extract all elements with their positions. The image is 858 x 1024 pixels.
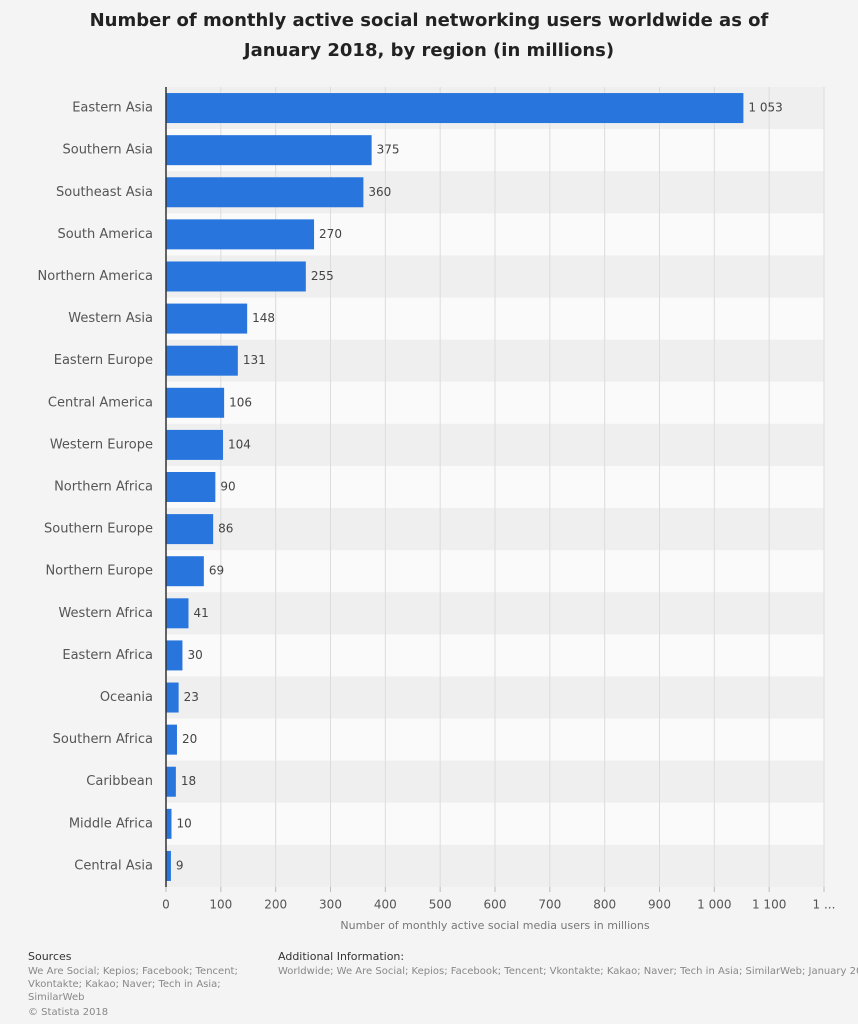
- y-tick-label: Central America: [48, 395, 153, 410]
- y-tick-label: Northern America: [38, 269, 153, 284]
- value-label: 360: [368, 185, 391, 199]
- bar: [166, 93, 744, 124]
- value-label: 23: [184, 690, 199, 704]
- x-tick-label: 900: [648, 898, 671, 912]
- sources: We Are Social; Kepios; Facebook; Tencent…: [28, 966, 238, 1003]
- value-label: 148: [252, 311, 275, 325]
- x-axis-label: Number of monthly active social media us…: [340, 919, 649, 932]
- bar: [166, 724, 177, 755]
- value-label: 106: [229, 395, 252, 409]
- x-tick-label: 400: [374, 898, 397, 912]
- y-tick-label: Eastern Asia: [72, 101, 153, 116]
- value-label: 375: [377, 143, 400, 157]
- x-tick-label: 500: [429, 898, 452, 912]
- x-tick-label: 1 000: [697, 898, 731, 912]
- y-tick-label: South America: [57, 227, 153, 242]
- value-label: 69: [209, 564, 224, 578]
- value-label: 41: [193, 606, 208, 620]
- bar: [166, 177, 364, 208]
- value-label: 104: [228, 437, 251, 451]
- value-label: 30: [187, 648, 202, 662]
- y-tick-label: Southern Europe: [44, 522, 153, 537]
- additional-info-title: Additional Information:: [278, 950, 405, 963]
- bar: [166, 682, 179, 713]
- sources-title: Sources: [28, 950, 72, 963]
- bar: [166, 345, 238, 376]
- y-tick-label: Southeast Asia: [56, 185, 153, 200]
- y-tick-label: Western Africa: [58, 606, 153, 621]
- bar: [166, 556, 204, 587]
- y-tick-label: Caribbean: [86, 774, 153, 789]
- x-tick-label: 800: [593, 898, 616, 912]
- chart-title: Number of monthly active social networki…: [89, 10, 769, 61]
- x-tick-label: 700: [538, 898, 561, 912]
- y-tick-label: Western Asia: [68, 311, 153, 326]
- value-label: 86: [218, 522, 233, 536]
- y-tick-label: Northern Europe: [45, 564, 153, 579]
- value-label: 270: [319, 227, 342, 241]
- bar: [166, 640, 183, 671]
- y-tick-label: Eastern Europe: [54, 353, 153, 368]
- x-tick-label: 300: [319, 898, 342, 912]
- bar: [166, 514, 214, 545]
- bar: [166, 598, 189, 629]
- x-tick-label: 200: [264, 898, 287, 912]
- x-tick-label: 1 ...: [813, 898, 836, 912]
- y-tick-label: Southern Africa: [53, 732, 153, 747]
- value-label: 255: [311, 269, 334, 283]
- y-tick-label: Central Asia: [74, 858, 153, 873]
- bar: [166, 387, 225, 418]
- additional-info: Worldwide; We Are Social; Kepios; Facebo…: [278, 966, 858, 977]
- y-tick-label: Northern Africa: [54, 480, 153, 495]
- bar: [166, 472, 216, 502]
- y-tick-label: Middle Africa: [69, 816, 153, 831]
- bar: [166, 219, 315, 250]
- value-label: 10: [176, 816, 191, 830]
- y-tick-label: Oceania: [100, 690, 153, 705]
- x-tick-label: 100: [209, 898, 232, 912]
- value-label: 18: [181, 774, 196, 788]
- bar: [166, 135, 372, 166]
- bar: [166, 808, 172, 839]
- x-tick-label: 0: [162, 898, 170, 912]
- value-label: 20: [182, 732, 197, 746]
- value-label: 90: [220, 480, 235, 494]
- bar: [166, 766, 176, 797]
- value-label: 9: [176, 858, 184, 872]
- bar: [166, 261, 306, 292]
- x-tick-label: 600: [484, 898, 507, 912]
- copyright: © Statista 2018: [28, 1007, 109, 1018]
- x-tick-label: 1 100: [752, 898, 786, 912]
- bar: [166, 429, 224, 460]
- y-tick-label: Eastern Africa: [62, 648, 153, 663]
- value-label: 131: [243, 353, 266, 367]
- bar: [166, 303, 248, 334]
- bar: [166, 850, 171, 881]
- value-label: 1 053: [748, 101, 782, 115]
- y-tick-label: Western Europe: [50, 437, 153, 452]
- y-tick-label: Southern Asia: [62, 143, 153, 158]
